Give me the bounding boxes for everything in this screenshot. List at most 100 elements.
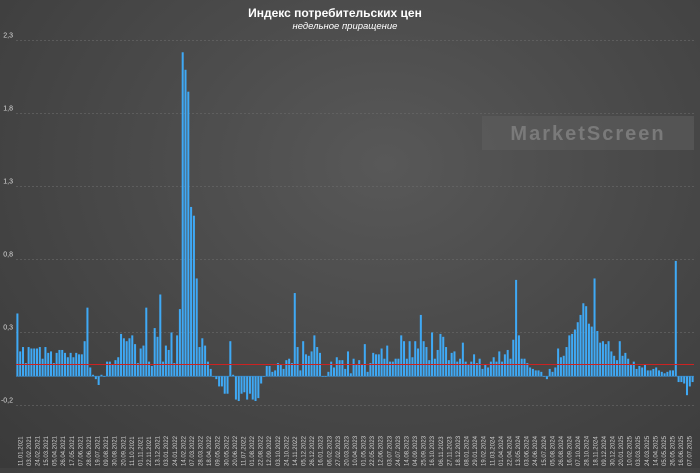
bar <box>108 361 111 377</box>
bar <box>691 376 694 383</box>
bar <box>405 358 408 377</box>
x-tick-label: 01.04.2024 <box>499 435 505 466</box>
x-tick-label: 28.10.2024 <box>585 435 591 466</box>
bar <box>290 363 293 377</box>
bar <box>198 347 201 377</box>
bar <box>386 345 389 377</box>
bar <box>531 368 534 377</box>
bar <box>195 278 198 377</box>
bar <box>509 358 512 377</box>
watermark-box <box>482 116 694 150</box>
bar <box>24 363 27 377</box>
bar <box>30 348 33 377</box>
bar <box>50 351 53 377</box>
bar <box>92 374 95 377</box>
bar <box>44 347 47 377</box>
bar <box>464 361 467 377</box>
bar <box>58 349 61 377</box>
bar <box>178 309 181 377</box>
x-tick-label: 22.05.2023 <box>370 435 376 466</box>
x-tick-label: 05.08.2024 <box>550 435 556 466</box>
bar <box>61 349 64 377</box>
bar <box>358 360 361 377</box>
bar <box>461 342 464 377</box>
bar <box>473 354 476 377</box>
bar <box>537 370 540 377</box>
bar <box>304 354 307 377</box>
watermark-text: MarketScreen <box>510 123 665 145</box>
bar <box>643 364 646 377</box>
bar <box>66 357 69 377</box>
bar <box>22 347 25 377</box>
x-tick-label: 10.04.2023 <box>353 435 359 466</box>
bar <box>571 333 574 377</box>
bar <box>428 360 431 377</box>
x-tick-label: 30.12.2024 <box>610 435 616 466</box>
bar <box>604 344 607 377</box>
x-tick-label: 24.02.2021 <box>35 435 41 466</box>
bar <box>657 370 660 377</box>
bar <box>173 363 176 377</box>
bar <box>260 376 263 384</box>
bar <box>649 370 652 377</box>
bar <box>459 358 462 377</box>
x-tick-label: 26.04.2021 <box>61 435 67 466</box>
x-tick-label: 03.02.2021 <box>27 435 33 466</box>
bar <box>506 349 509 377</box>
x-tick-label: 07.03.2022 <box>190 435 196 466</box>
bar <box>206 361 209 377</box>
bar <box>375 354 378 377</box>
bar <box>352 358 355 377</box>
bar <box>80 354 83 377</box>
watermark: MarketScreen <box>482 116 694 150</box>
x-tick-label: 15.07.2024 <box>542 435 548 466</box>
bar <box>453 351 456 377</box>
bar <box>540 371 543 377</box>
bar <box>184 69 187 377</box>
bar <box>629 364 632 377</box>
bar <box>106 361 109 377</box>
x-tick-label: 10.02.2025 <box>628 435 634 466</box>
bar <box>380 348 383 377</box>
bar <box>484 364 487 377</box>
bar <box>431 332 434 377</box>
bar <box>439 333 442 377</box>
bar <box>683 376 686 384</box>
bar <box>515 279 518 377</box>
bar <box>520 358 523 377</box>
bar <box>86 307 89 377</box>
x-tick-label: 14.02.2022 <box>181 435 187 466</box>
bar <box>408 341 411 377</box>
x-tick-label: 27.02.2023 <box>336 435 342 466</box>
x-tick-label: 30.08.2021 <box>113 435 119 466</box>
bar <box>338 360 341 377</box>
bar <box>302 341 305 377</box>
x-tick-label: 07.10.2024 <box>576 435 582 466</box>
x-tick-label: 22.08.2022 <box>259 435 265 466</box>
bar <box>271 371 274 377</box>
bar <box>492 357 495 377</box>
bar <box>246 376 249 400</box>
bars <box>16 52 694 402</box>
bar <box>677 376 680 383</box>
bar <box>274 370 277 377</box>
x-tick-label: 16.09.2024 <box>568 435 574 466</box>
bar <box>568 335 571 377</box>
bar <box>674 260 677 377</box>
bar <box>419 314 422 377</box>
bar <box>557 348 560 377</box>
x-tick-label: 18.12.2023 <box>456 435 462 466</box>
bar <box>83 341 86 377</box>
bar <box>607 341 610 377</box>
bar <box>156 336 159 377</box>
bar <box>660 371 663 377</box>
x-tick-label: 30.05.2022 <box>224 435 230 466</box>
bar <box>341 360 344 377</box>
x-tick-label: 11.10.2021 <box>130 436 136 466</box>
x-tick-label: 26.12.2022 <box>310 435 316 466</box>
bar <box>669 370 672 377</box>
x-tick-label: 20.01.2025 <box>619 435 625 466</box>
bar <box>478 358 481 377</box>
bar <box>377 354 380 377</box>
bar <box>534 370 537 377</box>
